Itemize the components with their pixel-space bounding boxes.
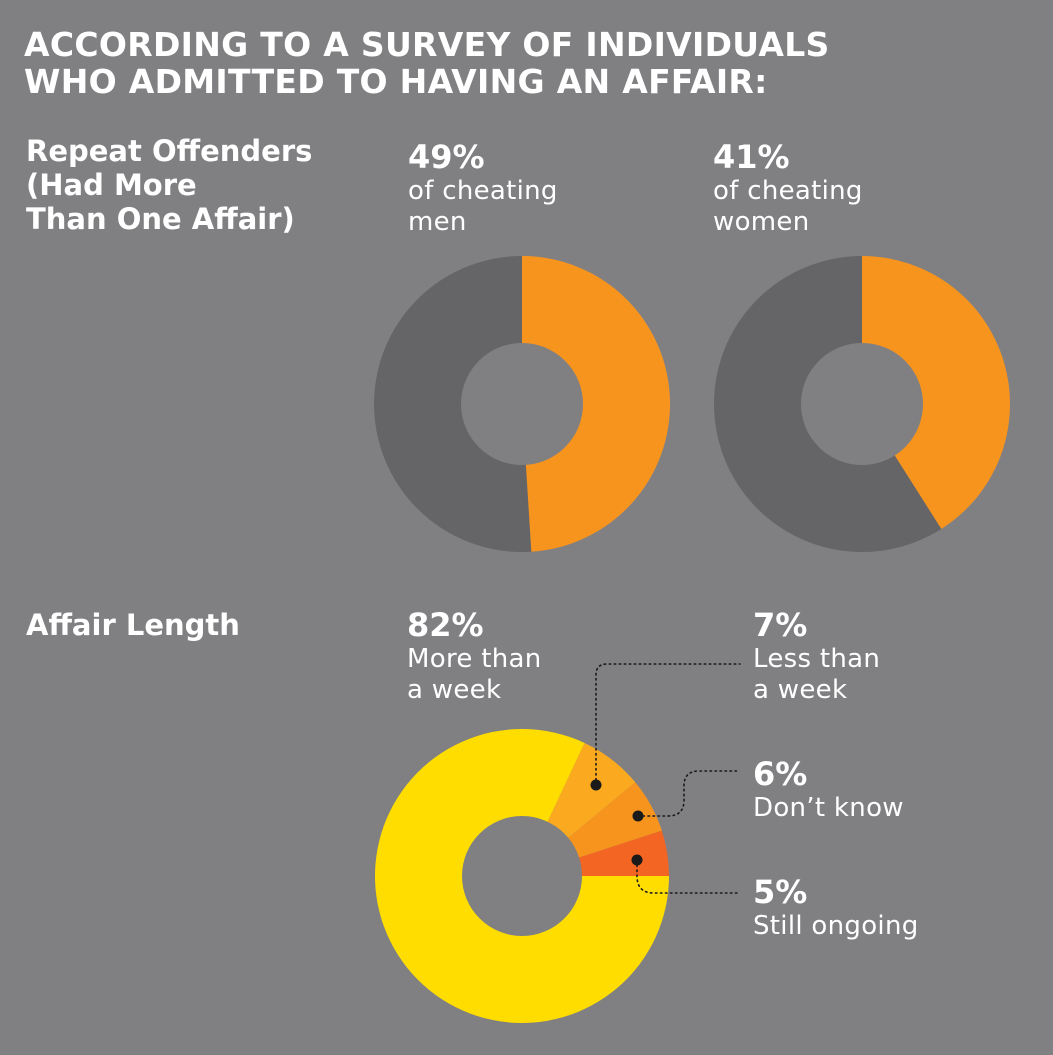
women-stat: 41% of cheating women bbox=[713, 138, 863, 238]
more-week-desc-line-1: More than bbox=[407, 644, 542, 674]
infographic-title: ACCORDING TO A SURVEY OF INDIVIDUALS WHO… bbox=[24, 26, 830, 100]
less-week-stat: 7% Less than a week bbox=[753, 606, 880, 706]
dont-know-leader bbox=[637, 770, 741, 817]
affair-length-label: Affair Length bbox=[26, 608, 240, 642]
men-donut bbox=[374, 256, 671, 552]
men-desc-line-2: men bbox=[408, 207, 467, 237]
repeat-label-line-1: Repeat Offenders bbox=[26, 134, 313, 168]
women-desc-line-1: of cheating bbox=[713, 176, 863, 206]
ongoing-desc-line-1: Still ongoing bbox=[753, 911, 919, 941]
title-line-2: WHO ADMITTED TO HAVING AN AFFAIR: bbox=[24, 62, 768, 101]
men-donut-slice-other bbox=[374, 256, 532, 552]
dont-know-leader-dot bbox=[632, 810, 644, 822]
men-desc-line-1: of cheating bbox=[408, 176, 558, 206]
men-donut-hole bbox=[461, 343, 583, 465]
dont-know-stat: 6% Don’t know bbox=[753, 755, 904, 824]
women-donut bbox=[713, 255, 1010, 552]
less-week-leader-dot bbox=[590, 779, 602, 791]
ongoing-percent: 5% bbox=[753, 873, 808, 911]
repeat-label-line-2: (Had More bbox=[26, 168, 197, 202]
women-donut-slice-repeat-offenders bbox=[862, 256, 1010, 529]
ongoing-stat: 5% Still ongoing bbox=[753, 873, 919, 942]
women-desc-line-2: women bbox=[713, 207, 810, 237]
repeat-label-line-3: Than One Affair) bbox=[26, 202, 295, 236]
women-donut-hole bbox=[801, 343, 923, 465]
more-week-stat: 82% More than a week bbox=[407, 606, 542, 706]
more-week-percent: 82% bbox=[407, 606, 484, 644]
more-week-desc-line-2: a week bbox=[407, 675, 502, 705]
ongoing-leader bbox=[636, 859, 741, 894]
length-donut-hole bbox=[462, 816, 582, 936]
men-stat: 49% of cheating men bbox=[408, 138, 558, 238]
men-donut-slice-repeat-offenders bbox=[522, 256, 671, 552]
ongoing-leader-dot bbox=[631, 854, 643, 866]
women-percent: 41% bbox=[713, 138, 790, 176]
less-week-leader bbox=[595, 663, 741, 786]
dont-know-desc-line-1: Don’t know bbox=[753, 793, 904, 823]
less-week-desc-line-1: Less than bbox=[753, 644, 881, 674]
less-week-desc-line-2: a week bbox=[753, 675, 848, 705]
affair-length-label-line: Affair Length bbox=[26, 608, 240, 642]
men-percent: 49% bbox=[408, 138, 485, 176]
repeat-offenders-label: Repeat Offenders (Had More Than One Affa… bbox=[26, 134, 312, 236]
length-donut bbox=[374, 728, 669, 1023]
less-week-percent: 7% bbox=[753, 606, 808, 644]
title-line-1: ACCORDING TO A SURVEY OF INDIVIDUALS bbox=[24, 25, 830, 64]
dont-know-percent: 6% bbox=[753, 755, 808, 793]
